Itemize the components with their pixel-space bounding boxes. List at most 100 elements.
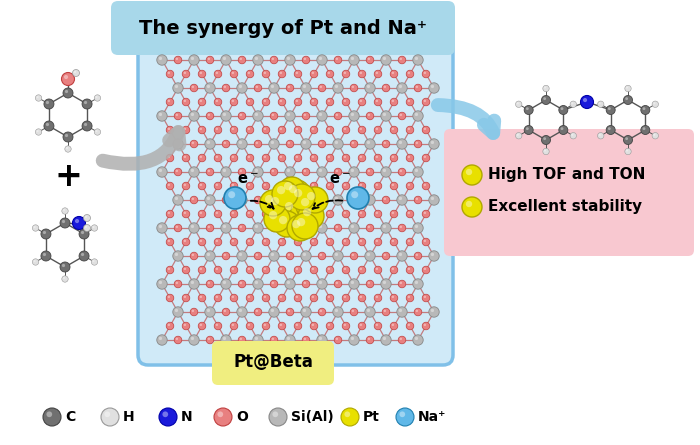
Circle shape: [462, 165, 482, 185]
Circle shape: [264, 206, 290, 232]
Text: Si(Al): Si(Al): [291, 410, 334, 424]
Circle shape: [332, 307, 343, 317]
Circle shape: [414, 140, 422, 148]
Circle shape: [285, 167, 295, 177]
Circle shape: [278, 322, 286, 330]
Circle shape: [302, 224, 310, 232]
Circle shape: [216, 267, 218, 270]
Circle shape: [413, 335, 424, 345]
Circle shape: [214, 322, 222, 330]
Circle shape: [368, 226, 370, 228]
Circle shape: [358, 154, 366, 162]
Circle shape: [398, 224, 406, 232]
Circle shape: [41, 229, 51, 239]
Circle shape: [199, 72, 202, 74]
Circle shape: [265, 195, 273, 203]
Circle shape: [317, 279, 327, 289]
Circle shape: [248, 156, 250, 158]
Circle shape: [350, 308, 358, 316]
Circle shape: [82, 99, 92, 109]
Circle shape: [271, 141, 274, 144]
Circle shape: [271, 197, 279, 205]
Circle shape: [246, 182, 254, 190]
Circle shape: [214, 126, 222, 134]
Circle shape: [190, 84, 198, 92]
Circle shape: [198, 266, 206, 274]
Circle shape: [230, 322, 238, 330]
Circle shape: [157, 335, 167, 345]
Circle shape: [367, 197, 370, 200]
Circle shape: [287, 215, 313, 241]
Circle shape: [214, 154, 222, 162]
Circle shape: [254, 140, 262, 148]
Circle shape: [349, 167, 359, 177]
Circle shape: [239, 197, 242, 200]
Circle shape: [608, 127, 611, 130]
Circle shape: [384, 254, 386, 256]
Circle shape: [422, 322, 430, 330]
Circle shape: [326, 238, 334, 246]
Circle shape: [92, 260, 95, 262]
Circle shape: [424, 267, 426, 270]
Circle shape: [295, 100, 298, 102]
Circle shape: [264, 240, 266, 242]
Circle shape: [580, 96, 594, 109]
Circle shape: [328, 324, 330, 326]
Circle shape: [255, 113, 258, 116]
Circle shape: [561, 127, 564, 130]
Circle shape: [279, 156, 282, 158]
Circle shape: [95, 96, 97, 98]
Circle shape: [334, 56, 342, 64]
Circle shape: [416, 142, 418, 144]
Circle shape: [317, 335, 327, 345]
Circle shape: [262, 238, 270, 246]
Circle shape: [424, 324, 426, 326]
Circle shape: [515, 133, 522, 139]
Circle shape: [391, 324, 394, 326]
Circle shape: [391, 267, 394, 270]
Circle shape: [360, 128, 362, 130]
Circle shape: [320, 85, 322, 88]
Circle shape: [216, 100, 218, 102]
Circle shape: [264, 72, 266, 74]
Circle shape: [400, 170, 402, 172]
Circle shape: [175, 141, 178, 144]
Circle shape: [191, 225, 194, 228]
Circle shape: [157, 167, 167, 177]
Circle shape: [390, 154, 398, 162]
Circle shape: [430, 197, 434, 200]
Circle shape: [230, 70, 238, 78]
Circle shape: [286, 140, 294, 148]
Circle shape: [397, 195, 407, 205]
Circle shape: [286, 252, 294, 260]
Circle shape: [640, 105, 650, 114]
Circle shape: [248, 72, 250, 74]
Circle shape: [255, 57, 258, 60]
Circle shape: [192, 85, 194, 88]
Circle shape: [344, 72, 346, 74]
Circle shape: [232, 324, 234, 326]
Circle shape: [46, 412, 52, 417]
Circle shape: [192, 142, 194, 144]
Circle shape: [63, 88, 73, 98]
Circle shape: [397, 307, 407, 317]
Circle shape: [391, 295, 394, 298]
Circle shape: [198, 98, 206, 106]
Circle shape: [391, 100, 394, 102]
Circle shape: [598, 133, 604, 139]
Circle shape: [190, 140, 198, 148]
Circle shape: [294, 70, 302, 78]
Circle shape: [332, 139, 343, 149]
Circle shape: [351, 225, 354, 228]
Circle shape: [295, 324, 298, 326]
Circle shape: [272, 58, 274, 60]
Circle shape: [183, 267, 186, 270]
Circle shape: [400, 113, 402, 116]
Circle shape: [341, 408, 359, 426]
Circle shape: [413, 279, 424, 289]
Circle shape: [239, 58, 242, 60]
Circle shape: [159, 225, 162, 228]
Circle shape: [232, 240, 234, 242]
Circle shape: [166, 210, 174, 218]
Circle shape: [239, 338, 242, 340]
